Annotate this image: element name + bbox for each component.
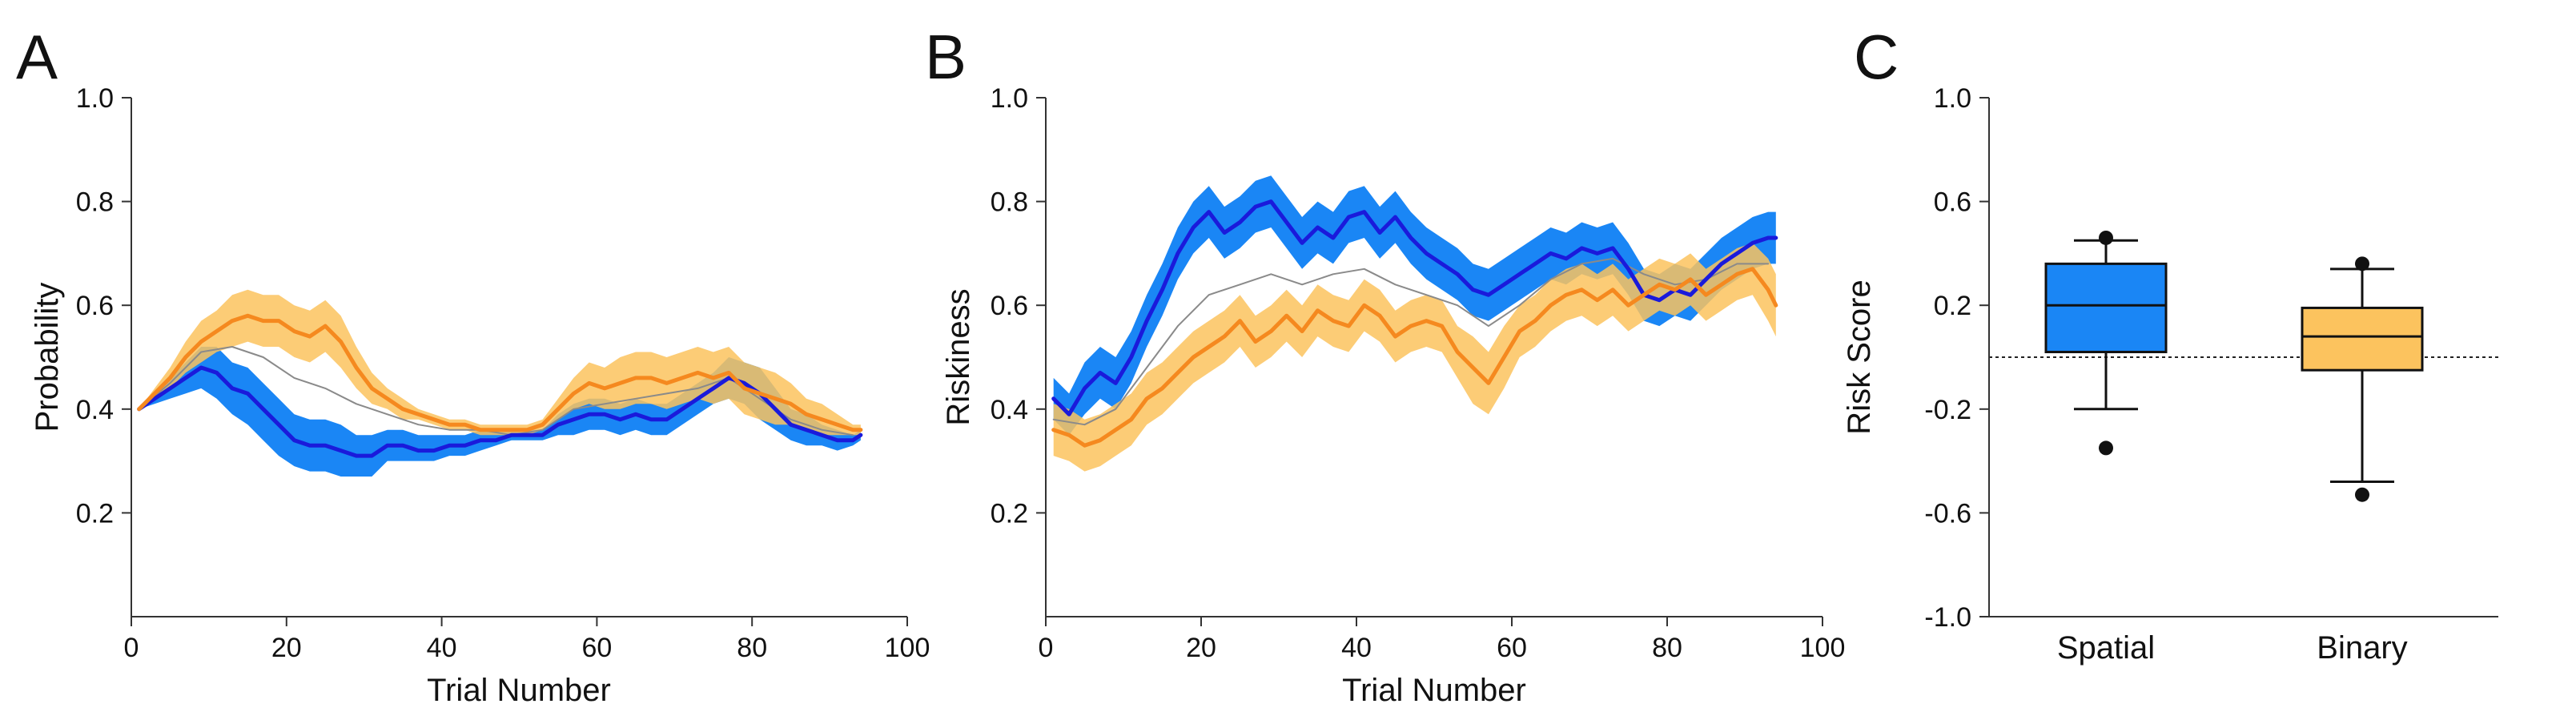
spatial-outlier-point	[2099, 440, 2113, 456]
panel-a-spatial-line	[137, 365, 863, 458]
binary-outlier-point	[2355, 256, 2369, 271]
panel-b-y-tick-label: 0.2	[991, 498, 1028, 529]
panel-b-lines	[1051, 199, 1778, 448]
panel-b-x-ticks: 0 20 40 60 80 100	[1039, 617, 1846, 663]
panel-a-x-tick-label: 60	[581, 633, 612, 663]
panel-a-y-ticks: 0.2 0.4 0.6 0.8 1.0	[76, 83, 131, 529]
panel-c-y-tick-label: 0.2	[1934, 291, 1971, 321]
panel-a: A 0 20 40 60 80 100 0.2 0.4 0.6 0.8 1.0 Trial Num…	[16, 22, 930, 708]
panel-a-binary-line	[137, 313, 863, 432]
panel-a-x-ticks: 0 20 40 60 80 100	[124, 617, 930, 663]
panel-a-lines	[137, 313, 863, 458]
panel-c: C -1.0 -0.6 -0.2 0.2 0.6 1.0 Spatial Binary Ri…	[1842, 22, 2498, 666]
panel-c-boxes	[2044, 230, 2424, 502]
panel-b-y-tick-label: 1.0	[991, 83, 1028, 114]
panel-b-x-tick-label: 100	[1800, 633, 1846, 663]
panel-a-x-tick-label: 80	[737, 633, 767, 663]
panel-c-category-labels: Spatial Binary	[2057, 630, 2408, 666]
panel-letter-b: B	[925, 22, 967, 92]
panel-a-binary-ci-band	[139, 289, 861, 436]
panel-b-x-tick-label: 40	[1341, 633, 1372, 663]
category-label-binary: Binary	[2317, 630, 2407, 666]
panel-a-y-tick-label: 0.8	[76, 187, 114, 218]
panel-a-x-axis-title: Trial Number	[427, 673, 611, 708]
panel-c-y-ticks: -1.0 -0.6 -0.2 0.2 0.6 1.0	[1924, 83, 1989, 633]
category-label-spatial: Spatial	[2057, 630, 2155, 666]
panel-b-x-tick-label: 20	[1186, 633, 1216, 663]
panel-b-y-ticks: 0.2 0.4 0.6 0.8 1.0	[991, 83, 1046, 529]
panel-b-y-tick-label: 0.8	[991, 187, 1028, 218]
panel-a-y-axis-title: Probability	[30, 283, 65, 432]
binary-box	[2301, 306, 2424, 372]
panel-a-x-tick-label: 20	[271, 633, 302, 663]
panel-b-y-tick-label: 0.4	[991, 395, 1028, 425]
panel-c-y-tick-label: 0.6	[1934, 187, 1971, 218]
panel-b-spatial-line	[1051, 199, 1778, 416]
panel-a-x-tick-label: 100	[885, 633, 930, 663]
panel-b: B 0 20 40 60 80 100 0.2 0.4 0.6 0.8 1.0 Trial Num…	[925, 22, 1845, 708]
panel-a-y-tick-label: 0.2	[76, 498, 114, 529]
panel-a-x-tick-label: 40	[427, 633, 457, 663]
panel-b-x-tick-label: 80	[1652, 633, 1682, 663]
binary-outlier-point	[2355, 487, 2369, 502]
panel-b-y-tick-label: 0.6	[991, 291, 1028, 321]
spatial-box	[2044, 262, 2168, 354]
panel-b-x-axis-title: Trial Number	[1342, 673, 1526, 708]
spatial-outlier-point	[2099, 230, 2113, 245]
panel-letter-c: C	[1854, 22, 1899, 92]
panel-b-y-axis-title: Riskiness	[941, 288, 976, 425]
panel-b-binary-line	[1051, 267, 1778, 448]
panel-b-gray-line	[1052, 257, 1770, 426]
panel-a-y-tick-label: 0.6	[76, 291, 114, 321]
panel-a-x-tick-label: 0	[124, 633, 139, 663]
panel-a-y-tick-label: 1.0	[76, 83, 114, 114]
panel-b-x-tick-label: 0	[1039, 633, 1054, 663]
panel-b-x-tick-label: 60	[1497, 633, 1527, 663]
panel-c-y-tick-label: -0.2	[1924, 395, 1971, 425]
panel-b-spatial-ci-band	[1053, 175, 1776, 436]
panel-c-y-tick-label: -1.0	[1924, 602, 1971, 633]
panel-a-y-tick-label: 0.4	[76, 395, 114, 425]
panel-c-y-tick-label: 1.0	[1934, 83, 1971, 114]
panel-c-y-axis-title: Risk Score	[1842, 280, 1877, 434]
panel-c-y-tick-label: -0.6	[1924, 498, 1971, 529]
panel-letter-a: A	[16, 22, 58, 92]
